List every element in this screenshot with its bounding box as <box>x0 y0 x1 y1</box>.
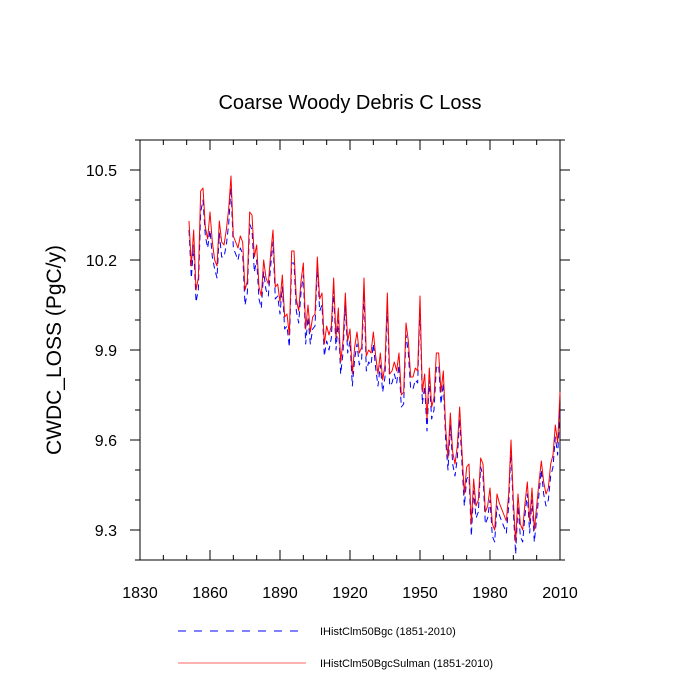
axis-ticks: 1830 1860 1890 1920 1950 1980 2010 9.3 9.6 9.9 10.… <box>86 139 578 602</box>
x-tick-label: 1950 <box>402 585 438 602</box>
legend-label: IHistClm50BgcSulman (1851-2010) <box>320 658 493 670</box>
series-layer <box>188 175 561 555</box>
x-tick-label: 1830 <box>122 585 158 602</box>
x-tick-label: 1980 <box>472 585 508 602</box>
legend-label: IHistClm50Bgc (1851-2010) <box>320 626 456 638</box>
y-tick-label: 9.3 <box>95 523 117 540</box>
y-tick-label: 9.9 <box>95 343 117 360</box>
legend: IHistClm50Bgc (1851-2010) IHistClm50BgcSu… <box>178 626 493 670</box>
x-tick-label: 1890 <box>262 585 298 602</box>
y-tick-label: 10.5 <box>86 163 117 180</box>
x-tick-label: 2010 <box>542 585 578 602</box>
y-tick-label: 9.6 <box>95 433 117 450</box>
y-axis-label: CWDC_LOSS (PgC/y) <box>43 245 66 455</box>
series-line-ihistclm50bgc <box>188 187 561 555</box>
x-tick-label: 1860 <box>192 585 228 602</box>
series-line-ihistclm50bgcsulman <box>188 175 561 543</box>
chart-title: Coarse Woody Debris C Loss <box>218 92 481 114</box>
y-tick-label: 10.2 <box>86 253 117 270</box>
x-tick-label: 1920 <box>332 585 368 602</box>
